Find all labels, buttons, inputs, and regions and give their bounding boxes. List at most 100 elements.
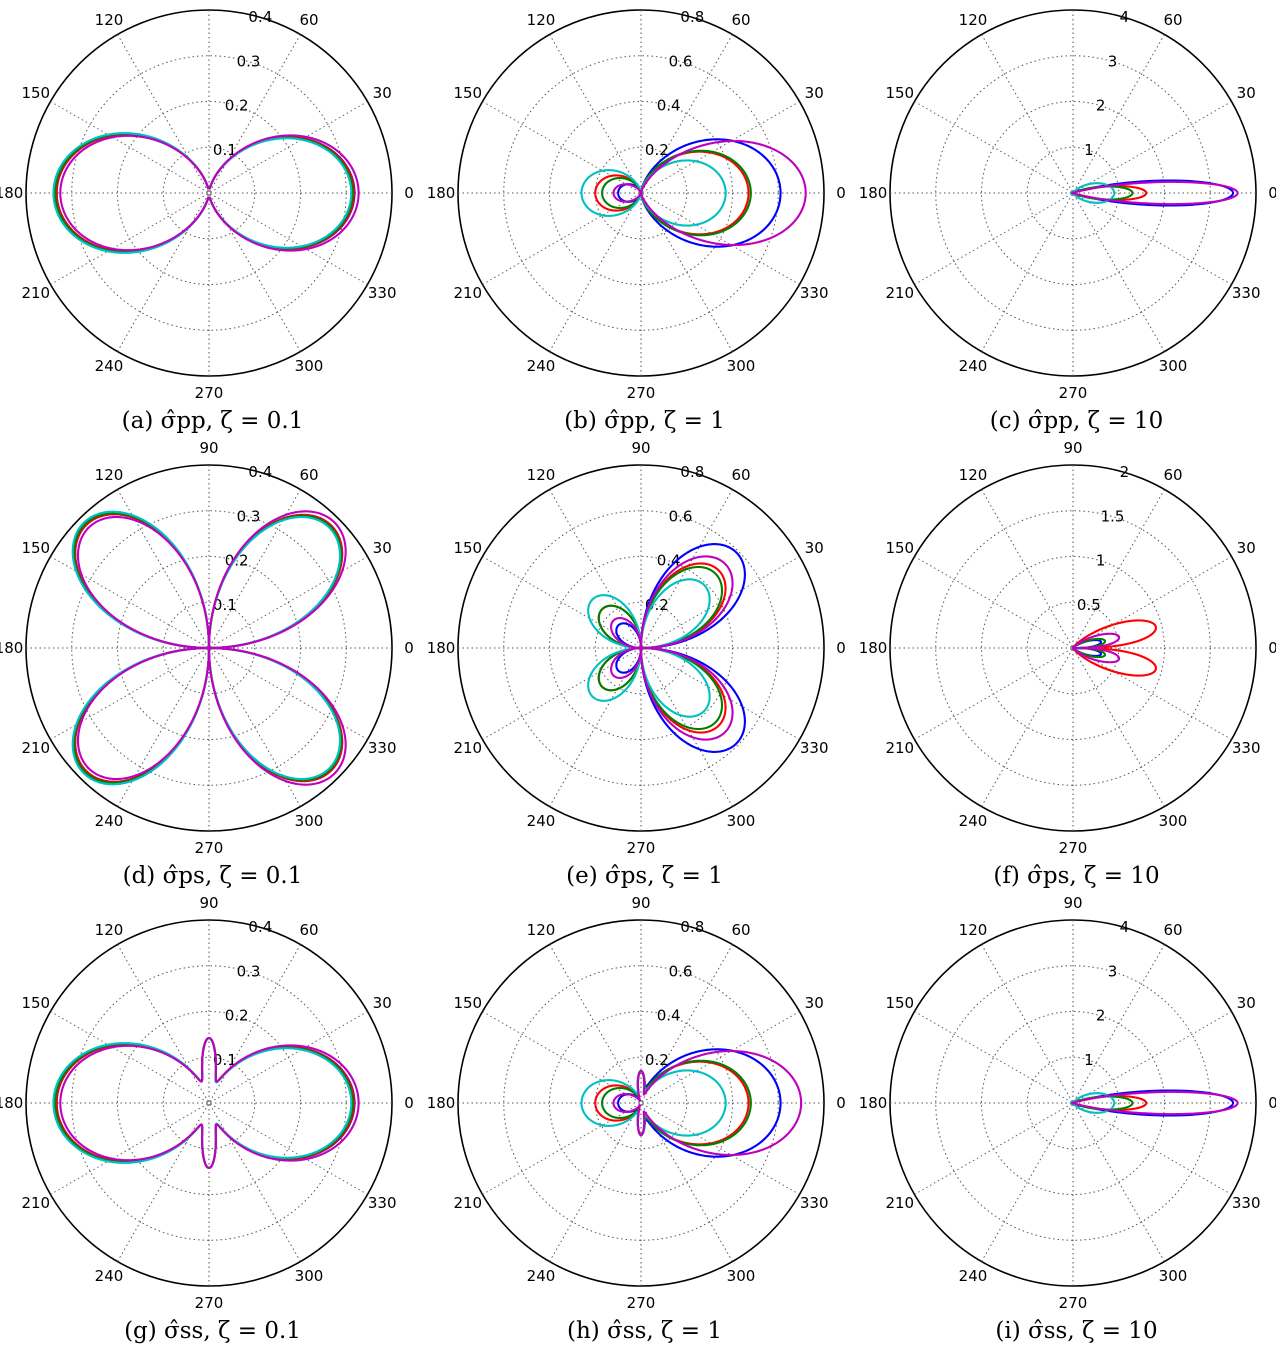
grid-ring: [71, 965, 347, 1241]
polar-plot: 1 2 3 4 0 30 60 90 120 150 180 210 240 270 300 330: [859, 894, 1276, 1312]
radial-tick-label: 0.6: [669, 962, 693, 980]
angle-tick-label: 180: [859, 184, 888, 202]
angle-tick-label: 300: [727, 1267, 756, 1285]
angle-tick-label: 300: [295, 357, 324, 375]
grid-ring: [162, 601, 256, 695]
grid-ring: [594, 1056, 688, 1150]
radial-tick-label: 0.1: [213, 141, 237, 159]
angle-tick-label: 150: [453, 994, 482, 1012]
radial-tick-label: 1: [1096, 552, 1106, 570]
angle-tick-label: 60: [1163, 921, 1182, 939]
polar-panel: 1 2 3 4 0 30 60 90 120 150 180 210 240 270 300 330 (c) σ…: [859, 0, 1276, 451]
angle-tick-label: 120: [959, 11, 988, 29]
radial-tick-label: 0.8: [680, 463, 704, 481]
angle-tick-label: 30: [373, 994, 392, 1012]
subfigure-caption: (e) σ̂ps, ζ = 1: [566, 863, 723, 889]
radial-tick-label: 0.2: [225, 97, 249, 115]
angle-tick-label: 30: [1237, 994, 1256, 1012]
angle-tick-label: 120: [959, 466, 988, 484]
angle-tick-label: 180: [427, 184, 456, 202]
angle-tick-label: 300: [1159, 357, 1188, 375]
series-curve: [617, 138, 782, 248]
grid-ring: [594, 601, 688, 695]
subfigure-caption: (c) σ̂pp, ζ = 10: [989, 408, 1164, 434]
radial-tick-label: 1: [1084, 1051, 1094, 1069]
angle-tick-label: 180: [0, 639, 23, 657]
radial-tick-label: 0.6: [669, 52, 693, 70]
subfigure-caption: (b) σ̂pp, ζ = 1: [564, 408, 725, 434]
angle-tick-label: 210: [21, 1194, 50, 1212]
radial-tick-label: 2: [1096, 1007, 1106, 1025]
radial-tick-label: 0.3: [237, 507, 261, 525]
angle-tick-label: 150: [885, 994, 914, 1012]
grid-ring: [117, 101, 301, 285]
radial-tick-label: 1: [1084, 141, 1094, 159]
angle-tick-label: 60: [731, 11, 750, 29]
radial-tick-label: 0.4: [657, 552, 681, 570]
angle-tick-label: 330: [1232, 739, 1261, 757]
series-curve: [1069, 182, 1116, 204]
subfigure-caption: (f) σ̂ps, ζ = 10: [993, 863, 1160, 889]
grid-ring: [1026, 601, 1120, 695]
series-curve: [601, 149, 752, 237]
polar-plot: 0.20.40.60.80306090120150180210240270300…: [427, 439, 846, 857]
angle-tick-label: 30: [373, 539, 392, 557]
series-curve: [1069, 1092, 1116, 1114]
angle-tick-label: 330: [800, 1194, 829, 1212]
angle-tick-label: 0: [1268, 184, 1276, 202]
angle-tick-label: 240: [959, 1267, 988, 1285]
angle-tick-label: 0: [404, 184, 414, 202]
polar-panel: 1 2 3 4 0 30 60 90 120 150 180 210 240 270 300 330 (i) σ…: [859, 894, 1276, 1361]
angle-tick-label: 90: [1063, 0, 1082, 2]
angle-tick-label: 270: [195, 384, 224, 402]
angle-tick-label: 180: [0, 1094, 23, 1112]
polar-plot: 0.20.40.60.80306090120150180210240270300…: [427, 0, 846, 402]
angle-tick-label: 90: [199, 439, 218, 457]
angle-tick-label: 60: [299, 466, 318, 484]
angle-tick-label: 60: [1163, 11, 1182, 29]
polar-panel: 0.1 0.2 0.3 0.4 0 30 60 90 120 150 180 210 240 270 300…: [0, 0, 425, 451]
polar-plot: 1 2 3 4 0 30 60 90 120 150 180 210 240 270 300 330: [859, 0, 1276, 402]
grid-ring: [1026, 1056, 1120, 1150]
angle-tick-label: 180: [427, 1094, 456, 1112]
angle-tick-label: 240: [95, 1267, 124, 1285]
angle-tick-label: 120: [527, 921, 556, 939]
polar-panel: 0.5 1 1.5 2 0 30 60 90 120 150 180 210 240 270 300 330 (…: [859, 439, 1276, 906]
angle-tick-label: 30: [805, 84, 824, 102]
angle-tick-label: 120: [527, 11, 556, 29]
subfigure-caption: (h) σ̂ss, ζ = 1: [567, 1318, 722, 1344]
radial-tick-label: 0.4: [657, 1007, 681, 1025]
polar-plot: 0.1 0.2 0.3 0.4 0 30 60 90 120 150 180 210 240 270 300…: [0, 0, 414, 402]
radial-tick-label: 0.3: [237, 962, 261, 980]
angle-tick-label: 120: [527, 466, 556, 484]
radial-tick-label: 1.5: [1101, 507, 1125, 525]
radial-tick-label: 0.2: [645, 1051, 669, 1069]
angle-tick-label: 240: [527, 812, 556, 830]
angle-tick-label: 90: [631, 894, 650, 912]
angle-tick-label: 180: [859, 639, 888, 657]
radial-tick-label: 0.1: [213, 1051, 237, 1069]
grid-ring: [71, 510, 347, 786]
angle-tick-label: 60: [1163, 466, 1182, 484]
polar-plot: 0.20.40.60.80306090120150180210240270300…: [427, 894, 846, 1312]
radial-tick-label: 2: [1120, 463, 1130, 481]
angle-tick-label: 300: [1159, 1267, 1188, 1285]
angle-tick-label: 270: [627, 384, 656, 402]
grid-ring: [503, 510, 779, 786]
angle-tick-label: 210: [453, 284, 482, 302]
polar-panel: 0.2 0.4 0.6 0.8 0 30 60 90 120 150 180 210 240 270 300…: [427, 0, 857, 451]
angle-tick-label: 0: [1268, 639, 1276, 657]
series-curve: [59, 134, 360, 252]
angle-tick-label: 330: [800, 739, 829, 757]
grid-ring: [935, 965, 1211, 1241]
radial-tick-label: 0.4: [248, 8, 272, 26]
radial-tick-label: 0.2: [225, 1007, 249, 1025]
angle-tick-label: 150: [453, 539, 482, 557]
angle-tick-label: 210: [885, 739, 914, 757]
grid-ring: [117, 1011, 301, 1195]
angle-tick-label: 120: [95, 921, 124, 939]
angle-tick-label: 60: [731, 466, 750, 484]
grid-ring: [981, 1011, 1165, 1195]
angle-tick-label: 330: [368, 284, 397, 302]
grid-ring: [162, 146, 256, 240]
